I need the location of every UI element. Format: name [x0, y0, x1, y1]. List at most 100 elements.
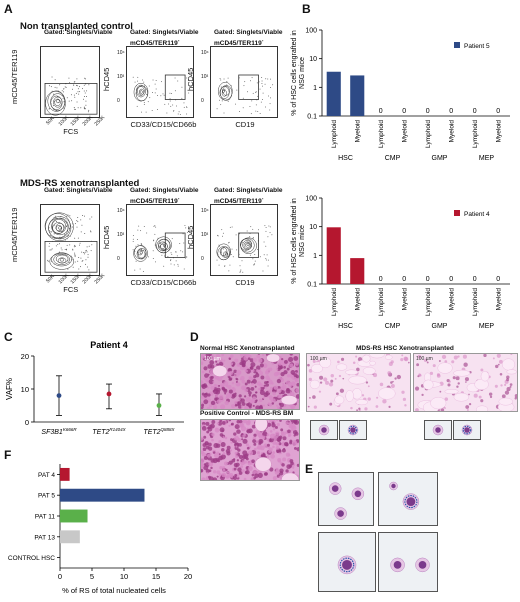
event-dot: [261, 98, 263, 100]
cell-nucleus: [382, 399, 387, 404]
data-point: [106, 391, 112, 397]
cell-nucleus: [290, 404, 296, 409]
event-dot: [73, 94, 75, 96]
category-label: PAT 13: [34, 534, 55, 541]
cell-nucleus: [277, 385, 281, 390]
cell-nucleus: [361, 394, 365, 397]
zero-label: 0: [449, 108, 453, 115]
fat-vacuole: [319, 356, 332, 369]
event-dot: [177, 265, 179, 267]
cell-nucleus: [295, 394, 299, 399]
cell-nucleus: [269, 420, 273, 423]
cell-nucleus: [504, 390, 510, 395]
event-dot: [147, 256, 149, 258]
cell-nucleus: [372, 373, 378, 378]
cell-nucleus: [266, 455, 270, 458]
event-dot: [269, 232, 271, 234]
cell-nucleus: [228, 368, 232, 372]
cell-nucleus: [335, 392, 339, 396]
cell-nucleus: [255, 373, 260, 378]
fat-vacuole: [280, 395, 298, 406]
cell-nucleus: [207, 426, 210, 430]
cell-nucleus: [279, 468, 284, 473]
x-axis-label: % of RS of total nucleated cells: [62, 586, 166, 595]
event-dot: [53, 94, 55, 96]
flow-ylabel-bottom-1: mCD45/TER119: [10, 207, 19, 262]
cell-nucleus: [276, 365, 279, 368]
cell-nucleus: [241, 363, 246, 368]
cell-nucleus: [492, 357, 495, 360]
event-dot: [136, 80, 138, 82]
contour-line: [163, 244, 166, 248]
cell-nucleus: [211, 420, 216, 424]
event-dot: [271, 234, 273, 236]
flow-tick-y: 0: [117, 256, 120, 262]
event-dot: [176, 105, 178, 107]
cell-nucleus: [497, 363, 500, 366]
cell-nucleus: [489, 395, 493, 399]
cell-nucleus: [379, 382, 384, 387]
legend-label: Patient 4: [464, 211, 490, 218]
fat-vacuole: [345, 369, 359, 375]
cell-nucleus: [210, 400, 216, 406]
cell-image: [337, 555, 357, 575]
cell-nucleus: [251, 398, 256, 403]
event-dot: [240, 269, 242, 271]
cell-nucleus: [239, 354, 245, 358]
event-dot: [224, 265, 226, 267]
fat-vacuole: [475, 405, 489, 411]
event-dot: [242, 97, 244, 99]
cell-nucleus: [337, 360, 340, 364]
cell-nucleus: [276, 449, 280, 454]
event-dot: [146, 93, 148, 95]
cell-nucleus: [290, 370, 296, 375]
event-dot: [259, 88, 261, 90]
cell-nucleus: [509, 383, 513, 386]
cell-nucleus: [468, 402, 472, 406]
event-dot: [185, 257, 187, 259]
y-label-line: NSG mice: [299, 225, 306, 257]
cell-nucleus: [203, 383, 207, 388]
event-dot: [64, 233, 66, 235]
cell-nucleus: [281, 384, 287, 390]
event-dot: [83, 98, 85, 100]
event-dot: [268, 225, 270, 227]
cell-nucleus: [365, 381, 369, 384]
cell-image: [432, 424, 444, 436]
event-dot: [137, 244, 139, 246]
cell-nucleus: [514, 394, 517, 398]
fat-vacuole: [212, 365, 228, 377]
cell-nucleus: [211, 438, 214, 442]
cell-nucleus: [276, 378, 282, 384]
cell-nucleus: [356, 409, 358, 411]
event-dot: [63, 88, 65, 90]
iron-ring: [404, 495, 418, 509]
cell-nucleus: [293, 356, 299, 361]
event-dot: [74, 245, 76, 247]
cell-nucleus: [239, 361, 243, 366]
histology-mdsrs-image-1: [306, 353, 411, 412]
event-dot: [157, 95, 159, 97]
event-dot: [267, 78, 269, 80]
event-dot: [154, 92, 156, 94]
flow-tick-y: 10³: [117, 74, 125, 80]
x-tick-label: 20: [184, 572, 192, 581]
category-label: PAT 5: [38, 493, 55, 500]
event-dot: [83, 106, 85, 108]
event-dot: [216, 259, 218, 261]
cell-nucleus: [275, 469, 280, 474]
event-dot: [87, 254, 89, 256]
event-dot: [53, 93, 55, 95]
event-dot: [185, 227, 187, 229]
cell-nucleus: [455, 376, 460, 381]
cell-nucleus: [330, 374, 334, 378]
event-dot: [173, 264, 175, 266]
cell-nucleus: [231, 422, 234, 426]
event-dot: [139, 268, 141, 270]
event-dot: [84, 233, 86, 235]
event-dot: [67, 260, 69, 262]
tissue-texture: [414, 354, 517, 411]
event-dot: [53, 217, 55, 219]
cell-nucleus: [451, 360, 455, 364]
cell-image-3: [318, 532, 376, 592]
